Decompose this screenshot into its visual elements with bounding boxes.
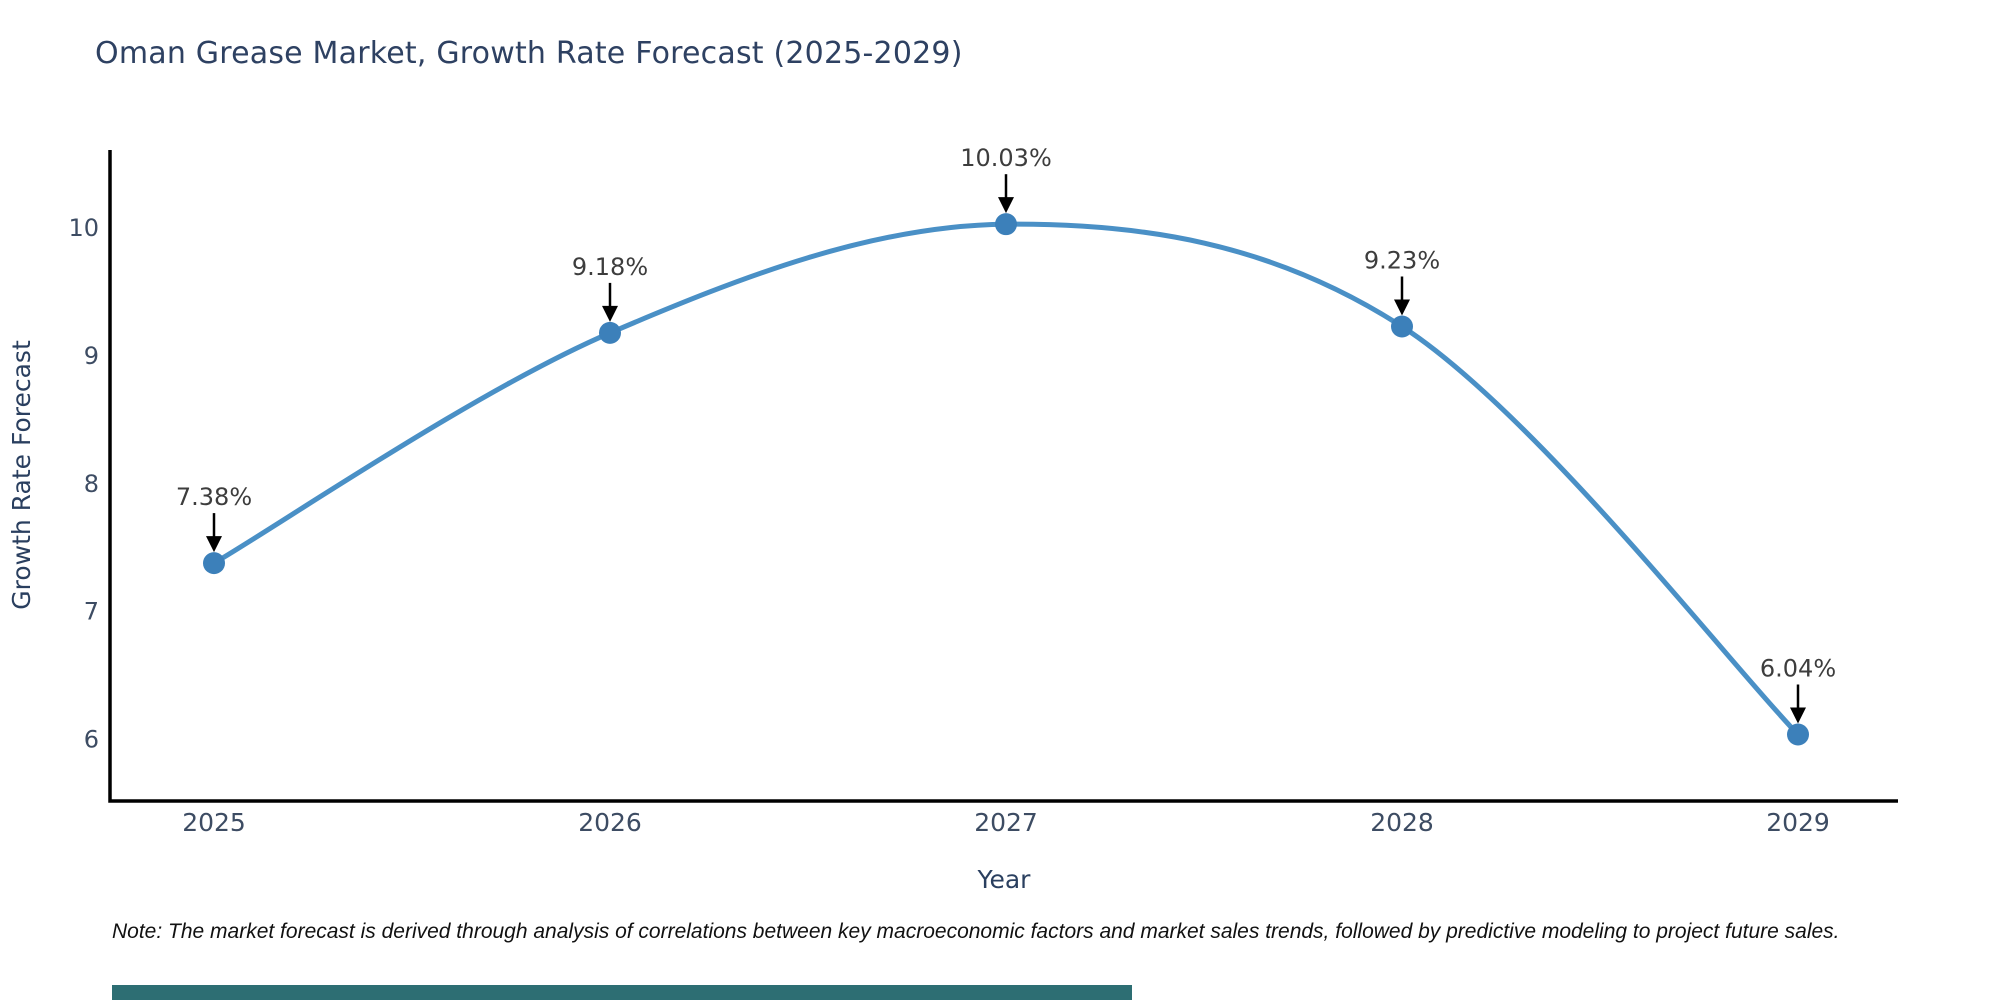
annotation-label: 7.38% [176, 483, 252, 511]
data-point-2029 [1787, 723, 1809, 746]
axis-lines [108, 150, 1898, 803]
annotation-arrow-head [998, 197, 1014, 214]
data-point-2026 [599, 321, 621, 344]
annotation-arrow-head [602, 305, 618, 322]
annotation-label: 9.18% [572, 253, 648, 281]
y-tick-label: 8 [84, 470, 99, 498]
y-tick-label: 9 [84, 342, 99, 370]
annotation-label: 6.04% [1760, 654, 1836, 682]
x-tick-label: 2029 [1766, 808, 1830, 837]
x-tick-label: 2026 [578, 808, 642, 837]
annotation-label: 10.03% [960, 144, 1052, 172]
chart-title: Oman Grease Market, Growth Rate Forecast… [95, 36, 963, 71]
x-tick-label: 2028 [1370, 808, 1434, 837]
y-tick-label: 7 [84, 598, 99, 626]
y-axis-title: Growth Rate Forecast [7, 340, 36, 610]
annotation-arrow-head [1790, 707, 1806, 724]
y-tick-label: 10 [68, 214, 99, 242]
data-point-2028 [1391, 315, 1413, 338]
footnote: Note: The market forecast is derived thr… [112, 920, 1840, 943]
annotation-arrow-head [206, 536, 222, 553]
annotation-label: 9.23% [1364, 246, 1440, 274]
annotation-arrow-head [1394, 299, 1410, 316]
x-axis-title: Year [977, 865, 1032, 894]
y-tick-label: 6 [84, 726, 99, 754]
data-point-2025 [203, 552, 225, 575]
data-point-2027 [995, 213, 1017, 236]
bottom-accent-bar [112, 985, 1132, 1000]
trend-line [211, 221, 1801, 737]
x-tick-label: 2027 [974, 808, 1038, 837]
x-tick-label: 2025 [182, 808, 246, 837]
